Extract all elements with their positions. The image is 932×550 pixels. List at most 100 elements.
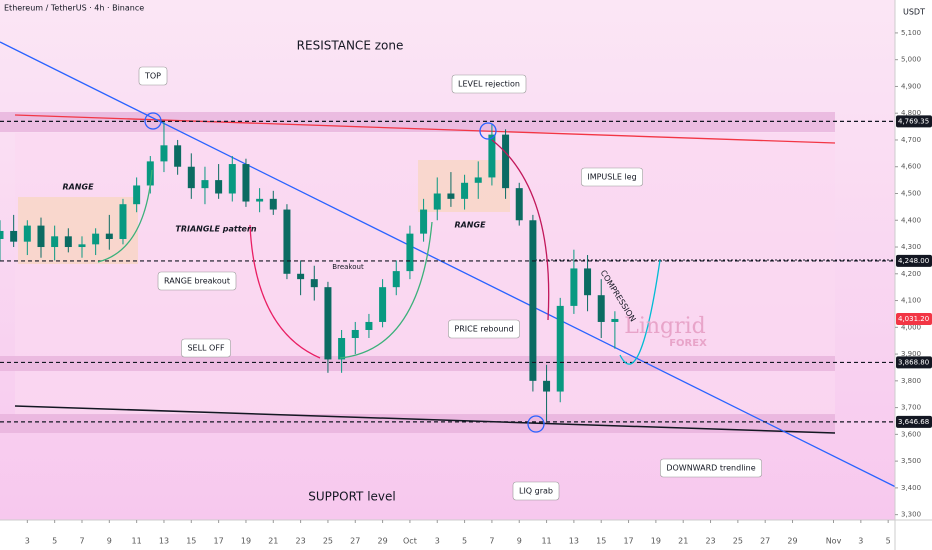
candle-body: [51, 236, 59, 248]
price-label: 3,868.80: [898, 358, 929, 366]
annotation: LIQ grab: [519, 487, 553, 496]
watermark: Lingrid: [624, 314, 706, 339]
downward-trendline: [0, 41, 932, 506]
y-tick-label: 3,700: [901, 404, 921, 412]
x-tick-label: 5: [52, 537, 57, 546]
candle-body: [187, 166, 195, 189]
y-tick-label: 3,600: [901, 430, 921, 438]
y-tick-label: 4,800: [901, 109, 921, 117]
x-tick-label: 13: [159, 537, 169, 546]
candle-body: [447, 193, 455, 199]
candle-body: [160, 145, 168, 162]
price-label-box: [896, 312, 932, 325]
candle-body: [37, 225, 45, 248]
candle-body: [201, 180, 209, 189]
level-zone: [0, 356, 835, 371]
candle-body: [146, 161, 154, 186]
x-tick-label: 9: [107, 537, 112, 546]
x-tick-label: 13: [569, 537, 579, 546]
candle-body: [543, 380, 551, 392]
y-tick-label: 4,700: [901, 136, 921, 144]
annotation: IMPUSLE leg: [587, 173, 636, 182]
candle-body: [515, 188, 523, 221]
annotation-arrows: [97, 112, 661, 433]
annotation-box: [181, 338, 231, 358]
arrow: [339, 221, 433, 359]
candles: [0, 120, 895, 423]
x-tick-label: 19: [241, 537, 251, 546]
annotation-box: [448, 319, 520, 339]
y-tick-label: 4,100: [901, 297, 921, 305]
candle-body: [133, 185, 141, 205]
candle-body: [597, 295, 605, 322]
circle: [144, 112, 162, 130]
candle-body: [529, 220, 537, 381]
watermark: FOREX: [669, 338, 707, 349]
y-tick-label: 3,300: [901, 511, 921, 519]
x-tick-label: 17: [214, 537, 224, 546]
x-tick-label: 11: [541, 537, 551, 546]
circle: [479, 122, 497, 140]
candle-body: [283, 209, 291, 274]
y-tick-label: 3,800: [901, 377, 921, 385]
y-tick-label: 4,500: [901, 189, 921, 197]
x-tick-label: 21: [268, 537, 278, 546]
time-axis: [0, 520, 895, 550]
candle-body: [174, 145, 182, 167]
resistance-line: [14, 114, 836, 144]
annotation-box: [157, 271, 237, 291]
resistance-zone: [0, 112, 835, 132]
x-tick-label: 23: [705, 537, 715, 546]
candle-body: [406, 233, 414, 272]
x-tick-label: 15: [186, 537, 196, 546]
candle-body: [78, 244, 86, 248]
y-tick-label: 3,500: [901, 457, 921, 465]
annotation: TOP: [144, 72, 161, 81]
x-tick-label: 25: [323, 537, 333, 546]
candle-body: [242, 164, 250, 202]
y-tick-label: 3,900: [901, 350, 921, 358]
candle-body: [338, 338, 346, 360]
x-tick-label: 29: [787, 537, 797, 546]
candle-body: [105, 233, 113, 239]
price-axis: [895, 0, 932, 550]
candle-body: [0, 230, 4, 239]
circle: [527, 415, 545, 433]
price-label: 4,248.00: [898, 257, 929, 265]
x-tick-label: Nov: [826, 537, 842, 546]
x-tick-label: 5: [886, 537, 891, 546]
x-tick-label: 29: [378, 537, 388, 546]
arrow: [491, 139, 550, 321]
candle-body: [92, 233, 100, 245]
x-tick-label: 15: [596, 537, 606, 546]
x-tick-label: Oct: [403, 537, 417, 546]
candle-body: [379, 287, 387, 322]
x-tick-label: 17: [623, 537, 633, 546]
annotation: PRICE rebound: [454, 325, 513, 334]
price-label-box: [896, 356, 932, 369]
candle-body: [556, 305, 564, 392]
support-line: [14, 405, 836, 434]
x-tick-label: 21: [678, 537, 688, 546]
arrow: [97, 169, 153, 263]
candle-body: [269, 198, 277, 210]
projection: [619, 259, 661, 365]
annotation-box: [451, 74, 527, 94]
x-tick-label: 7: [489, 537, 494, 546]
chart-title: Ethereum / TetherUS · 4h · Binance: [4, 4, 144, 13]
price-label: 3,646.68: [898, 418, 929, 426]
annotation: TRIANGLE pattern: [175, 225, 257, 234]
x-tick-label: 3: [858, 537, 863, 546]
candle-body: [310, 279, 318, 288]
annotation: SELL OFF: [187, 344, 224, 353]
annotation: SUPPORT level: [308, 490, 395, 504]
price-label-box: [896, 415, 932, 428]
x-tick-label: 5: [462, 537, 467, 546]
candle-body: [392, 271, 400, 288]
candle-body: [365, 321, 373, 330]
candle-body: [256, 198, 264, 202]
y-tick-label: 5,100: [901, 29, 921, 37]
candle-body: [23, 225, 31, 242]
annotation-box: [138, 66, 168, 86]
